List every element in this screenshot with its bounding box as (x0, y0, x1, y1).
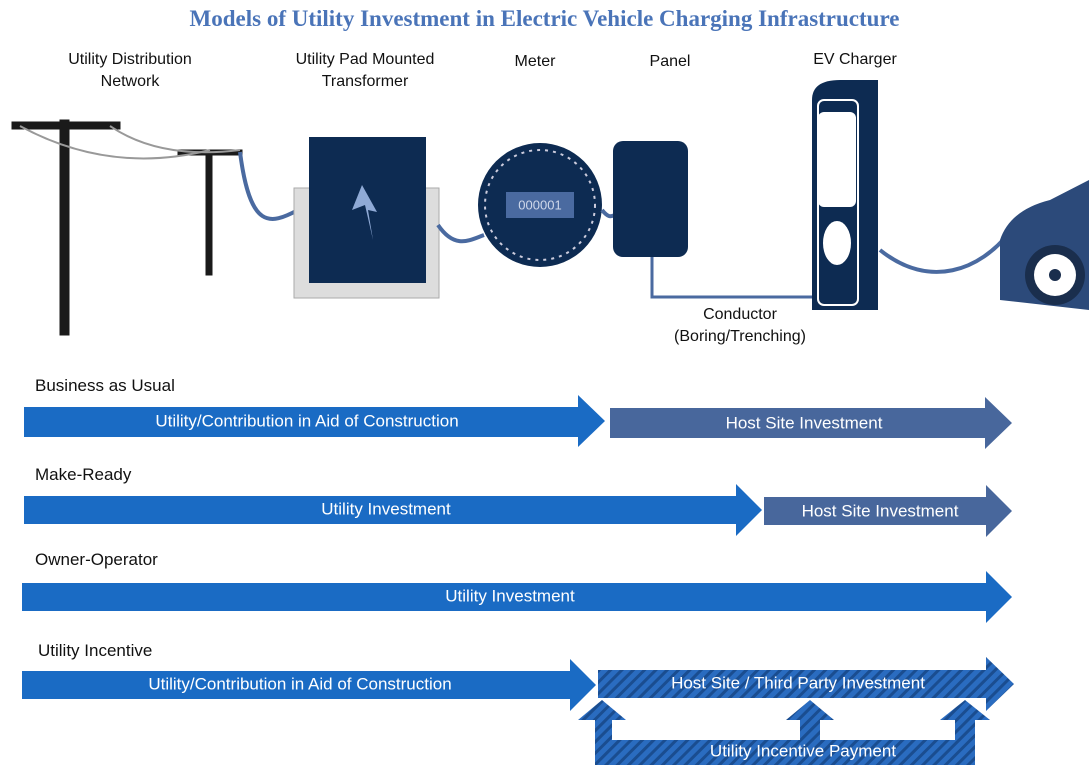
component-label: EV Charger (790, 49, 920, 71)
utility-poles (12, 120, 242, 335)
arrow-label: Utility Investment (445, 586, 575, 605)
conductor-line (652, 257, 815, 297)
arrow-label: Utility/Contribution in Aid of Construct… (148, 674, 451, 693)
component-label: Conductor (Boring/Trenching) (650, 304, 830, 348)
ev-charger (812, 80, 878, 310)
component-label: Panel (630, 51, 710, 73)
cable (880, 232, 1010, 272)
arrow-label: Utility/Contribution in Aid of Construct… (155, 411, 458, 430)
model-name: Utility Incentive (38, 641, 152, 661)
page: 000001 Utility/Contribution in Aid of Co… (0, 0, 1089, 765)
component-label: Utility Distribution Network (50, 49, 210, 93)
cable (240, 152, 298, 219)
arrow-label: Host Site Investment (726, 413, 883, 432)
arrows (22, 395, 1014, 765)
meter-display: 000001 (518, 197, 561, 212)
model-name: Owner-Operator (35, 550, 158, 570)
meter: 000001 (478, 143, 602, 267)
arrow-label: Host Site / Third Party Investment (671, 673, 925, 692)
car (1000, 180, 1089, 310)
title: Models of Utility Investment in Electric… (0, 6, 1089, 32)
cable (438, 225, 484, 241)
panel (613, 141, 688, 257)
component-label: Utility Pad Mounted Transformer (280, 49, 450, 93)
transformer (294, 137, 439, 298)
model-name: Make-Ready (35, 465, 131, 485)
component-label: Meter (495, 51, 575, 73)
arrow-label: Utility Investment (321, 499, 451, 518)
model-name: Business as Usual (35, 376, 175, 396)
arrow-label: Utility Incentive Payment (710, 741, 896, 760)
arrow-label: Host Site Investment (802, 501, 959, 520)
